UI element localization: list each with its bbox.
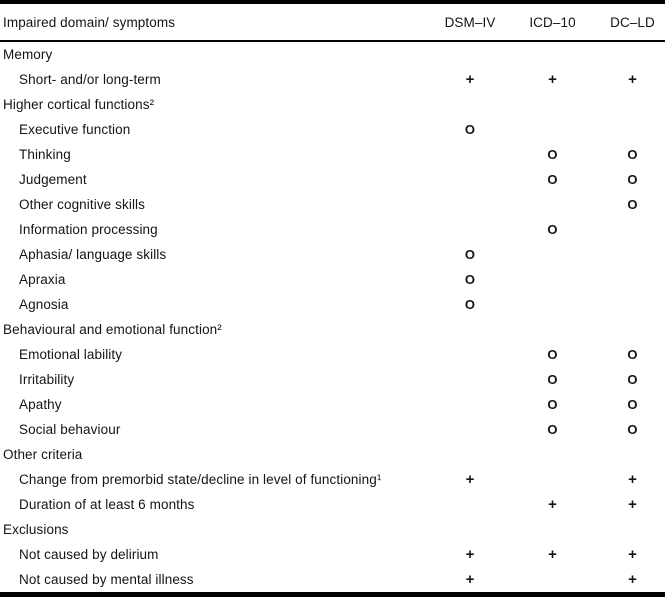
cell-icd-10: +: [548, 71, 557, 88]
cell-dc-ld: O: [627, 347, 638, 362]
row-label: Memory: [3, 47, 53, 62]
row-label: Other criteria: [3, 447, 83, 462]
table-row: Behavioural and emotional function²: [0, 317, 665, 342]
cell-dsm-iv: O: [464, 297, 476, 312]
column-header-impaired-domain: Impaired domain/ symptoms: [3, 14, 176, 30]
cell-dsm-iv: +: [465, 571, 475, 588]
cell-icd-10: O: [547, 397, 558, 412]
table-row: Judgement O O: [0, 167, 665, 192]
row-label: Higher cortical functions²: [3, 97, 155, 112]
cell-dc-ld: O: [627, 422, 638, 437]
row-label: Duration of at least 6 months: [19, 497, 195, 512]
row-label: Change from premorbid state/decline in l…: [19, 472, 382, 487]
table-row: Memory: [0, 42, 665, 67]
table-row: Thinking O O: [0, 142, 665, 167]
table-row: Other criteria: [0, 442, 665, 467]
row-label: Social behaviour: [19, 422, 121, 437]
cell-icd-10: O: [547, 172, 558, 187]
row-label: Information processing: [19, 222, 158, 237]
cell-dsm-iv: +: [465, 546, 475, 563]
table-row: Not caused by delirium + + +: [0, 542, 665, 567]
cell-dc-ld: O: [627, 372, 638, 387]
cell-dsm-iv: +: [465, 471, 475, 488]
table-row: Higher cortical functions²: [0, 92, 665, 117]
table-row: Executive function O: [0, 117, 665, 142]
cell-icd-10: +: [548, 546, 557, 563]
table-row: Apathy O O: [0, 392, 665, 417]
row-label: Short- and/or long-term: [19, 72, 161, 87]
table-body: Memory Short- and/or long-term + + + Hig…: [0, 42, 665, 592]
column-header-icd-10: ICD–10: [529, 14, 576, 30]
cell-icd-10: O: [547, 422, 558, 437]
row-label: Irritability: [19, 372, 75, 387]
cell-dc-ld: +: [628, 546, 637, 563]
row-label: Executive function: [19, 122, 131, 137]
row-label: Judgement: [19, 172, 87, 187]
table-row: Change from premorbid state/decline in l…: [0, 467, 665, 492]
cell-icd-10: +: [548, 496, 557, 513]
cell-icd-10: O: [547, 222, 558, 237]
cell-icd-10: O: [547, 347, 558, 362]
row-label: Apathy: [19, 397, 62, 412]
cell-dc-ld: +: [628, 471, 637, 488]
bottom-rule: [0, 592, 665, 597]
cell-dc-ld: +: [628, 496, 637, 513]
cell-dc-ld: +: [628, 571, 637, 588]
row-label: Exclusions: [3, 522, 69, 537]
table-row: Aphasia/ language skills O: [0, 242, 665, 267]
row-label: Not caused by delirium: [19, 547, 159, 562]
column-header-dsm-iv: DSM–IV: [444, 14, 496, 30]
cell-dsm-iv: O: [464, 122, 476, 137]
row-label: Other cognitive skills: [19, 197, 145, 212]
cell-dc-ld: O: [627, 397, 638, 412]
cell-dc-ld: +: [628, 71, 637, 88]
table-row: Apraxia O: [0, 267, 665, 292]
table-row: Duration of at least 6 months + +: [0, 492, 665, 517]
cell-dc-ld: O: [627, 172, 638, 187]
row-label: Thinking: [19, 147, 71, 162]
table-row: Not caused by mental illness + +: [0, 567, 665, 592]
cell-dc-ld: O: [627, 197, 638, 212]
table-header-row: Impaired domain/ symptoms DSM–IV ICD–10 …: [0, 4, 665, 40]
row-label: Emotional lability: [19, 347, 123, 362]
cell-dsm-iv: O: [464, 272, 476, 287]
top-rule: [0, 0, 665, 4]
table-row: Exclusions: [0, 517, 665, 542]
table-row: Short- and/or long-term + + +: [0, 67, 665, 92]
row-label: Aphasia/ language skills: [19, 247, 167, 262]
table-row: Social behaviour O O: [0, 417, 665, 442]
row-label: Not caused by mental illness: [19, 572, 194, 587]
row-label: Apraxia: [19, 272, 66, 287]
cell-icd-10: O: [547, 147, 558, 162]
cell-dsm-iv: +: [465, 71, 475, 88]
cell-icd-10: O: [547, 372, 558, 387]
row-label: Agnosia: [19, 297, 69, 312]
table-row: Emotional lability O O: [0, 342, 665, 367]
table-row: Irritability O O: [0, 367, 665, 392]
header-divider-rule: [0, 40, 665, 42]
table-row: Information processing O: [0, 217, 665, 242]
cell-dsm-iv: O: [464, 247, 476, 262]
table-row: Agnosia O: [0, 292, 665, 317]
cell-dc-ld: O: [627, 147, 638, 162]
table-row: Other cognitive skills O: [0, 192, 665, 217]
row-label: Behavioural and emotional function²: [3, 322, 222, 337]
column-header-dc-ld: DC–LD: [610, 14, 655, 30]
